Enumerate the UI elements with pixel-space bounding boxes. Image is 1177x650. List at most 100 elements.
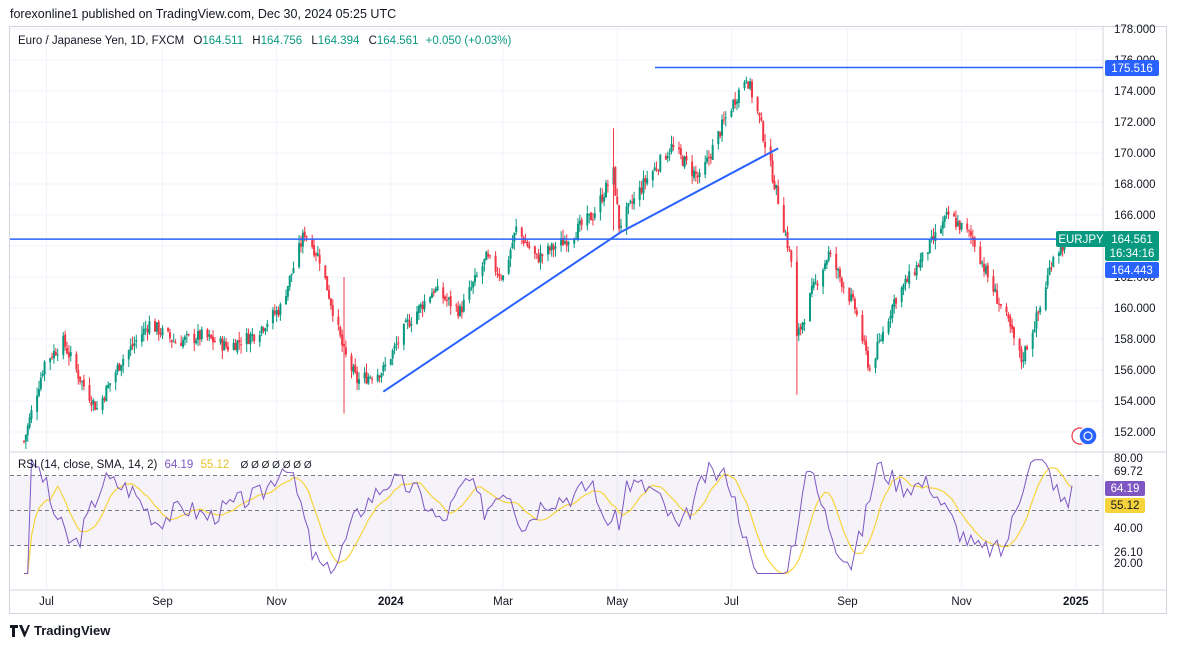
candle-body: [711, 145, 714, 160]
candle-body: [941, 221, 944, 229]
candle-body: [344, 347, 347, 355]
candle-body: [829, 252, 832, 254]
candle-body: [371, 378, 374, 380]
candle-body: [331, 305, 334, 316]
candle-body: [511, 242, 514, 249]
candle-body: [573, 238, 576, 244]
candle-body: [475, 275, 478, 277]
candle-body: [286, 286, 289, 297]
annotations[interactable]: [10, 66, 1103, 393]
candle-body: [195, 340, 198, 344]
candle-body: [131, 344, 134, 347]
candle-body: [118, 363, 121, 371]
candle-body: [419, 304, 422, 308]
candle-body: [1057, 253, 1060, 256]
axis-tags: 175.516 EURJPY 164.561 16:34:16 164.443 …: [1056, 60, 1159, 559]
candle-body: [823, 263, 826, 270]
candle-body: [969, 231, 972, 236]
candle-body: [303, 231, 306, 237]
candle-body: [275, 310, 278, 315]
price-tick-label: 158.000: [1114, 334, 1156, 346]
candle-body: [423, 300, 426, 310]
candle-body: [1031, 332, 1034, 349]
candle-body: [488, 255, 491, 257]
rsi-pane[interactable]: 20.00 40.00 80.00: [10, 453, 1143, 575]
candle-body: [56, 354, 59, 356]
candle-body: [90, 402, 93, 406]
top-line-tag-bg: [1105, 60, 1159, 76]
candle-body: [404, 320, 407, 323]
candle-body: [64, 334, 67, 347]
candle-body: [775, 184, 778, 188]
candle-body: [940, 228, 942, 234]
candle-body: [664, 156, 667, 160]
candle-body: [212, 336, 215, 343]
candle-body: [528, 245, 531, 249]
rsi-legend-value: 64.19: [164, 459, 194, 471]
candle-body: [736, 101, 739, 104]
time-tick-label: Mar: [493, 596, 513, 608]
candle-body: [206, 329, 209, 338]
candle-body: [1044, 287, 1047, 310]
candle-body: [313, 245, 316, 256]
candle-body: [1059, 245, 1062, 255]
candle-body: [69, 352, 72, 356]
high-label: H: [252, 35, 261, 47]
brand-name: TradingView: [34, 623, 111, 638]
rsi-line: [24, 457, 1073, 575]
candle-body: [487, 253, 490, 257]
candle-body: [219, 338, 222, 343]
candle-body: [691, 161, 694, 176]
candle-body: [590, 212, 593, 221]
symbol-legend[interactable]: Euro / Japanese Yen, 1D, FXCM O164.511 H…: [18, 35, 511, 47]
candle-body: [908, 271, 911, 284]
candle-body: [49, 358, 52, 363]
time-axis[interactable]: Jul Sep Nov 2024 Mar May Jul Sep Nov 2025: [39, 596, 1089, 608]
candle-body: [1011, 324, 1014, 329]
candle-body: [803, 322, 806, 325]
candle-body: [133, 343, 136, 346]
candle-body: [915, 265, 918, 276]
candle-body: [878, 340, 881, 342]
candle-body: [666, 156, 669, 159]
candle-body: [537, 254, 540, 263]
candle-body: [825, 260, 828, 265]
candle-body: [822, 269, 825, 287]
candle-body: [625, 206, 628, 228]
time-tick-label: Nov: [951, 596, 972, 608]
tradingview-brand[interactable]: TradingView: [10, 623, 110, 638]
candle-body: [932, 236, 935, 240]
price-tick-label: 166.000: [1114, 210, 1156, 222]
candle-body: [249, 334, 252, 345]
candle-body: [599, 195, 602, 213]
candle-body: [449, 296, 452, 307]
candle-body: [996, 290, 999, 304]
candle-body: [159, 332, 162, 335]
rsi-legend[interactable]: RSI (14, close, SMA, 14, 2) 64.19 55.12 …: [18, 459, 312, 471]
candle-body: [1046, 275, 1049, 286]
candle-body: [685, 156, 688, 161]
price-tick-label: 160.000: [1114, 303, 1156, 315]
candle-body: [402, 323, 405, 345]
candle-body: [509, 249, 512, 259]
close-value: 164.561: [376, 35, 419, 47]
time-tick-label: Nov: [266, 596, 287, 608]
candle-body: [576, 223, 579, 240]
candle-body: [954, 217, 957, 227]
rsi-value-tag: 64.19: [1111, 483, 1140, 495]
candle-body: [481, 266, 484, 276]
candle-body: [23, 441, 25, 443]
candle-body: [865, 340, 868, 351]
candle-body: [26, 425, 29, 436]
candle-body: [213, 340, 216, 343]
candle-body: [777, 186, 780, 204]
candle-body: [436, 285, 439, 291]
candle-body: [432, 291, 435, 294]
candle-body: [840, 277, 843, 287]
candle-body: [253, 334, 256, 342]
economic-events-icon[interactable]: [1071, 426, 1098, 446]
candle-body: [810, 285, 813, 294]
candle-body: [245, 333, 248, 345]
candle-body: [356, 371, 359, 384]
